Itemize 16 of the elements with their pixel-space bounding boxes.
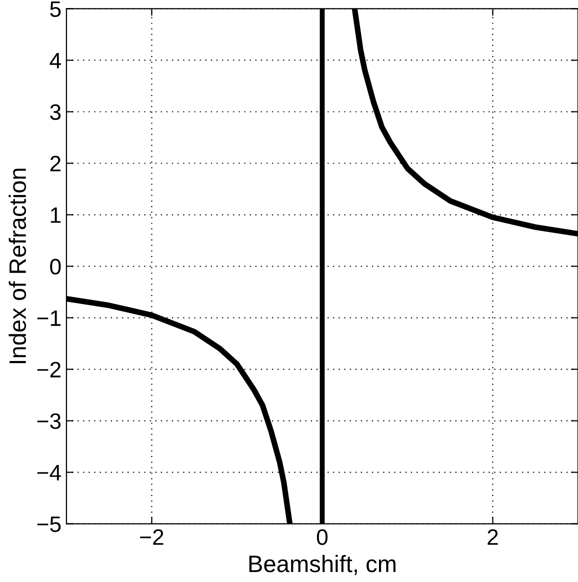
y-tick-label: 3 bbox=[50, 104, 61, 120]
y-tick-label: −1 bbox=[37, 310, 61, 326]
y-tick-label: 4 bbox=[50, 53, 61, 68]
y-tick-label: −2 bbox=[37, 362, 60, 378]
x-tick-label: 0 bbox=[316, 529, 328, 545]
y-tick-label: 1 bbox=[50, 208, 61, 223]
x-tick-label: 2 bbox=[488, 529, 498, 545]
y-tick-label: 0 bbox=[50, 258, 61, 275]
y-tick-label: 5 bbox=[50, 1, 61, 17]
y-tick-label: 2 bbox=[50, 156, 60, 172]
x-tick-label: −2 bbox=[140, 529, 164, 545]
y-tick-label: −4 bbox=[37, 465, 61, 480]
y-axis-title: Index of Refraction bbox=[8, 168, 26, 364]
y-tick-label: −5 bbox=[37, 516, 61, 532]
x-axis-title: Beamshift, cm bbox=[249, 554, 396, 576]
y-tick-label: −3 bbox=[37, 413, 61, 430]
